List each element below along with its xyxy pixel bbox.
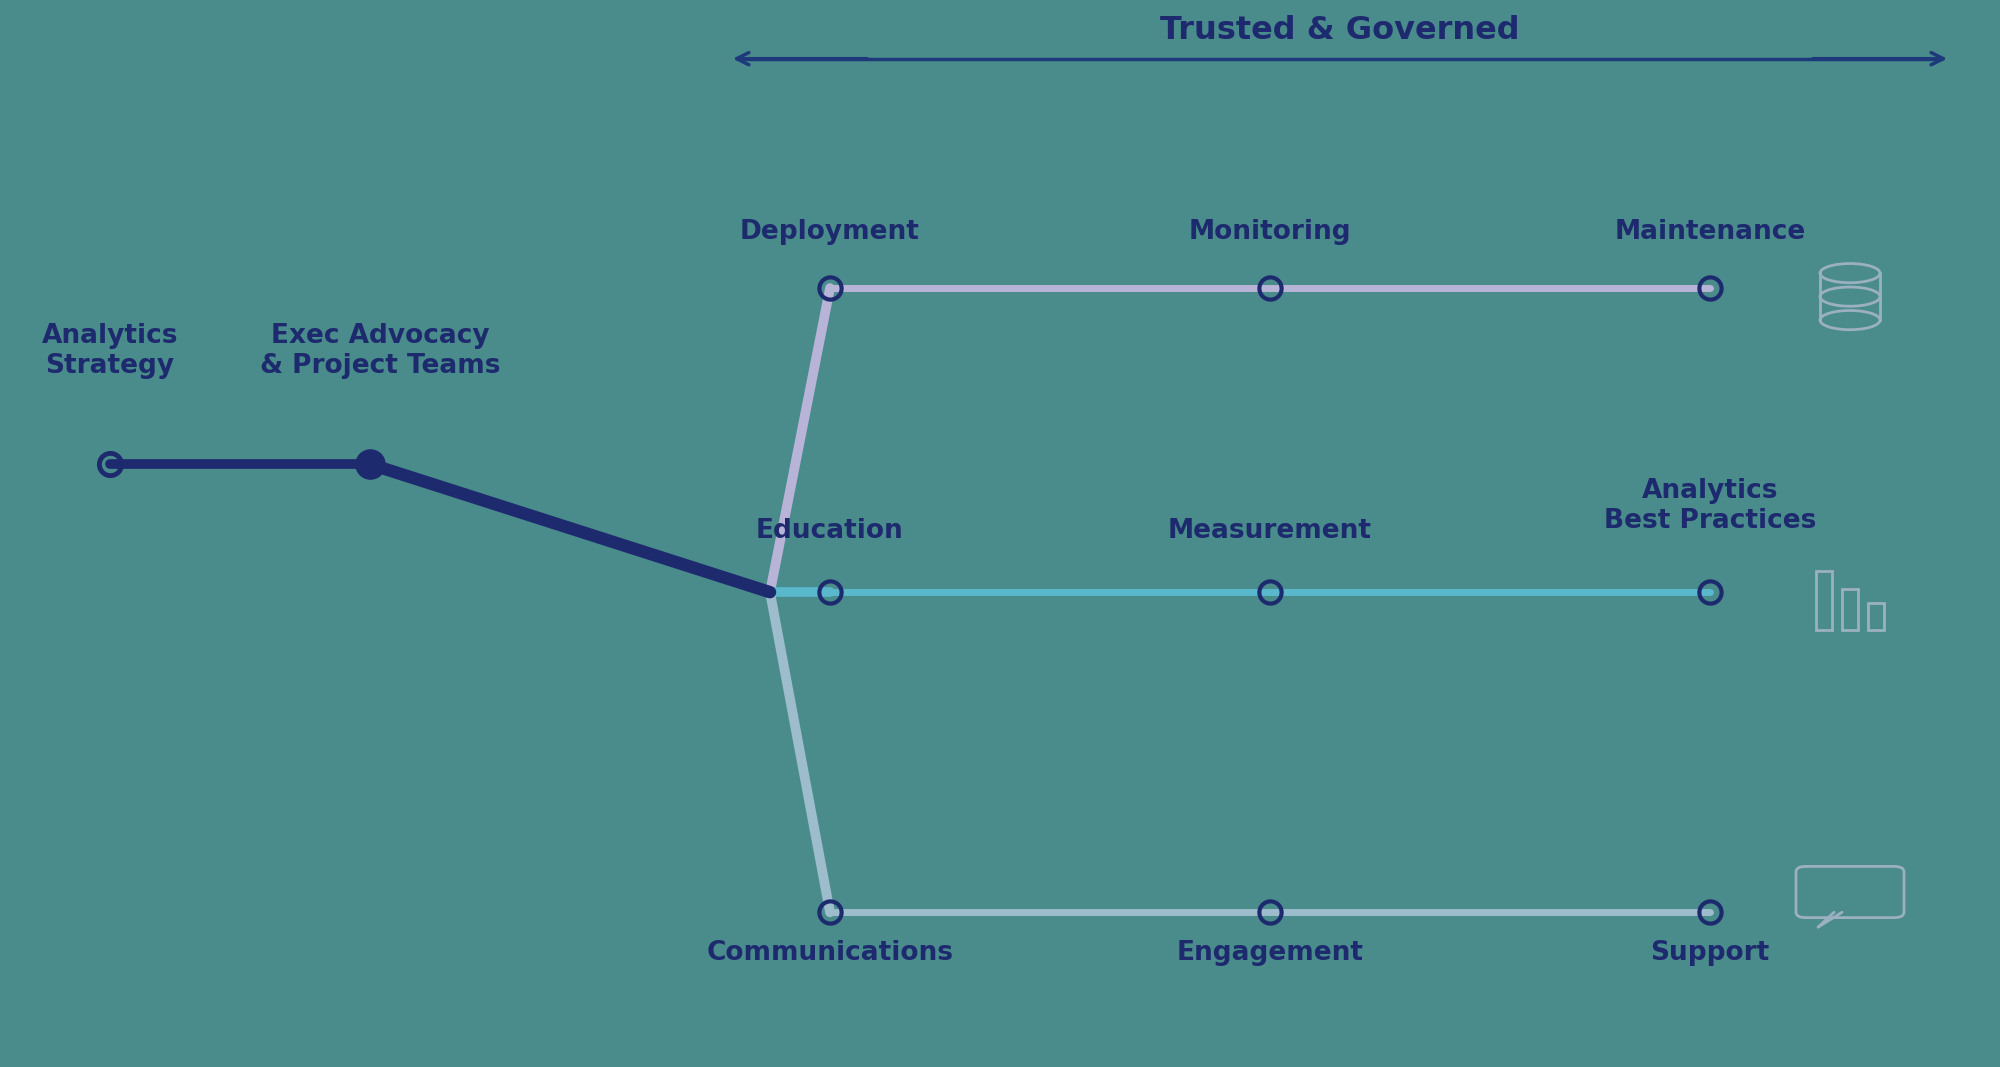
Text: Deployment: Deployment: [740, 220, 920, 245]
Text: Engagement: Engagement: [1176, 940, 1364, 966]
Text: Support: Support: [1650, 940, 1770, 966]
Text: Trusted & Governed: Trusted & Governed: [1160, 15, 1520, 46]
Text: Exec Advocacy
& Project Teams: Exec Advocacy & Project Teams: [260, 323, 500, 379]
Text: Education: Education: [756, 519, 904, 544]
Text: Analytics
Best Practices: Analytics Best Practices: [1604, 478, 1816, 534]
Text: Monitoring: Monitoring: [1188, 220, 1352, 245]
Text: Communications: Communications: [706, 940, 954, 966]
Text: Analytics
Strategy: Analytics Strategy: [42, 323, 178, 379]
Text: Maintenance: Maintenance: [1614, 220, 1806, 245]
Text: Measurement: Measurement: [1168, 519, 1372, 544]
